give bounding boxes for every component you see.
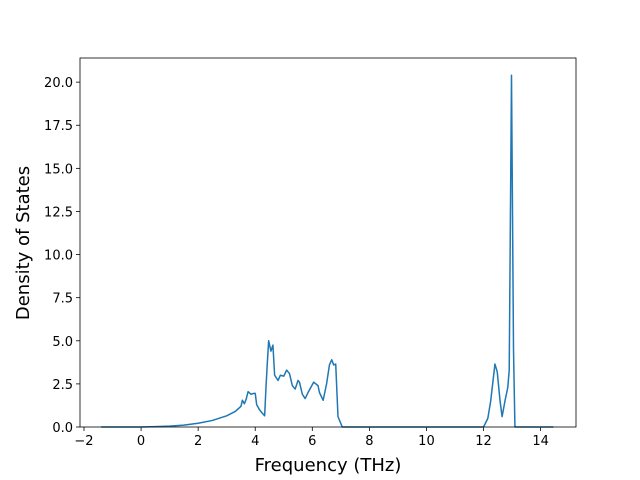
x-tick-label: 8 bbox=[365, 434, 373, 449]
x-tick-label: 10 bbox=[418, 434, 435, 449]
x-tick-label: 4 bbox=[251, 434, 259, 449]
y-tick-label: 17.5 bbox=[44, 119, 73, 134]
x-tick-label: −2 bbox=[74, 434, 93, 449]
x-tick-label: 12 bbox=[475, 434, 492, 449]
plot-frame bbox=[79, 57, 577, 428]
y-tick-label: 10.0 bbox=[44, 249, 73, 264]
y-tick-label: 0.0 bbox=[52, 421, 73, 436]
x-tick-label: 2 bbox=[194, 434, 202, 449]
x-axis-label: Frequency (THz) bbox=[255, 455, 402, 476]
line bbox=[101, 74, 554, 428]
y-tick-label: 2.5 bbox=[52, 378, 73, 393]
x-tick-label: 6 bbox=[308, 434, 316, 449]
y-tick-label: 15.0 bbox=[44, 162, 73, 177]
y-tick-label: 20.0 bbox=[44, 76, 73, 91]
y-tick-label: 7.5 bbox=[52, 292, 73, 307]
x-tick-label: 0 bbox=[137, 434, 145, 449]
y-axis-label: Density of States bbox=[13, 166, 34, 320]
x-tick-label: 14 bbox=[532, 434, 549, 449]
y-tick-label: 5.0 bbox=[52, 335, 73, 350]
y-tick-label: 12.5 bbox=[44, 205, 73, 220]
